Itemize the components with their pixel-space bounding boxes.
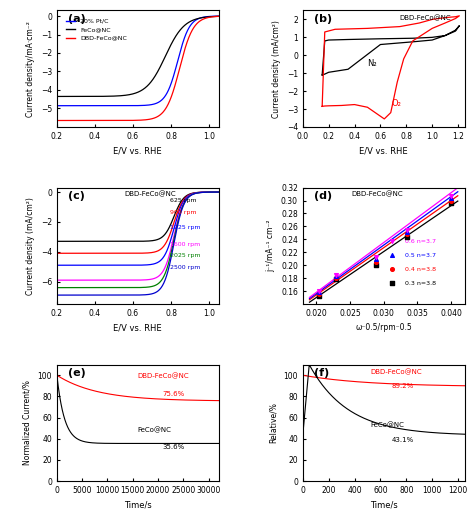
Text: FeCo@NC: FeCo@NC — [371, 422, 405, 428]
Point — [373, 255, 380, 263]
Text: (f): (f) — [314, 368, 329, 378]
Point — [403, 228, 410, 236]
Point — [447, 194, 455, 202]
Point — [373, 261, 380, 269]
Point — [403, 230, 410, 238]
Legend: 20% Pt/C, FeCo@NC, DBD-FeCo@NC: 20% Pt/C, FeCo@NC, DBD-FeCo@NC — [63, 16, 129, 43]
Point — [315, 291, 323, 300]
Point — [447, 199, 455, 207]
Text: (c): (c) — [68, 191, 85, 201]
Text: N₂: N₂ — [367, 60, 377, 69]
Point — [403, 225, 410, 234]
Text: 0.6 n=3.7: 0.6 n=3.7 — [405, 238, 436, 244]
Text: (b): (b) — [314, 14, 332, 24]
Text: 1600 rpm: 1600 rpm — [170, 242, 201, 247]
Text: 0.4 n=3.8: 0.4 n=3.8 — [405, 267, 436, 271]
Point — [373, 258, 380, 266]
X-axis label: Time/s: Time/s — [124, 501, 152, 509]
Text: 2500 rpm: 2500 rpm — [170, 265, 201, 270]
Point — [447, 192, 455, 200]
Text: (a): (a) — [68, 14, 86, 24]
Text: (d): (d) — [314, 191, 332, 201]
Text: 35.6%: 35.6% — [162, 444, 184, 450]
Text: 0.3 n=3.8: 0.3 n=3.8 — [405, 281, 436, 286]
X-axis label: ω⁻0.5/rpm⁻0.5: ω⁻0.5/rpm⁻0.5 — [356, 324, 412, 333]
Point — [447, 197, 455, 206]
Text: 75.6%: 75.6% — [162, 391, 184, 397]
Y-axis label: Current density (mA/cm²): Current density (mA/cm²) — [26, 197, 35, 295]
Text: (e): (e) — [68, 368, 86, 378]
Point — [315, 288, 323, 297]
Text: DBD-FeCo@NC: DBD-FeCo@NC — [125, 191, 176, 198]
X-axis label: Time/s: Time/s — [370, 501, 398, 509]
Text: 900 rpm: 900 rpm — [170, 210, 197, 215]
Text: DBD-FeCo@NC: DBD-FeCo@NC — [400, 15, 451, 21]
Point — [403, 233, 410, 241]
Text: 625 rpm: 625 rpm — [170, 198, 197, 202]
Text: 0.5 n=3.7: 0.5 n=3.7 — [405, 253, 436, 258]
Y-axis label: Relative/%: Relative/% — [269, 403, 278, 444]
Text: DBD-FeCo@NC: DBD-FeCo@NC — [138, 373, 190, 380]
Point — [373, 253, 380, 261]
X-axis label: E/V vs. RHE: E/V vs. RHE — [113, 146, 162, 155]
Text: O₂: O₂ — [392, 99, 401, 108]
X-axis label: E/V vs. RHE: E/V vs. RHE — [359, 146, 408, 155]
Text: FeCo@NC: FeCo@NC — [138, 427, 172, 433]
Text: DBD-FeCo@NC: DBD-FeCo@NC — [371, 369, 422, 375]
Point — [333, 275, 340, 283]
X-axis label: E/V vs. RHE: E/V vs. RHE — [113, 324, 162, 333]
Y-axis label: Normalized Current/%: Normalized Current/% — [23, 380, 32, 465]
Point — [333, 272, 340, 280]
Text: 1225 rpm: 1225 rpm — [170, 225, 201, 231]
Point — [315, 290, 323, 299]
Text: 89.2%: 89.2% — [392, 383, 414, 389]
Text: DBD-FeCo@NC: DBD-FeCo@NC — [351, 191, 403, 198]
Y-axis label: Current density/mA·cm⁻²: Current density/mA·cm⁻² — [26, 21, 35, 117]
Text: 2025 rpm: 2025 rpm — [170, 254, 201, 258]
Y-axis label: j⁻¹/mA⁻¹ cm⁻²: j⁻¹/mA⁻¹ cm⁻² — [266, 220, 275, 272]
Text: 43.1%: 43.1% — [392, 437, 414, 442]
Point — [315, 287, 323, 295]
Y-axis label: Current density (mA/cm²): Current density (mA/cm²) — [272, 20, 281, 118]
Point — [333, 271, 340, 279]
Point — [333, 274, 340, 282]
